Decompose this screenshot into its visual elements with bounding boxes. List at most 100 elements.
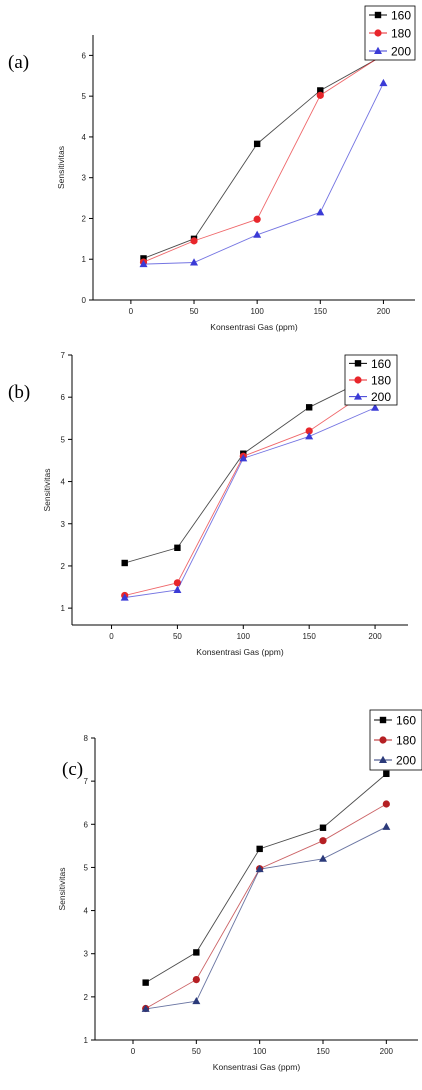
x-tick-label-a: 200 <box>377 307 391 316</box>
x-tick-label-b: 50 <box>173 632 182 641</box>
x-tick-label-a: 0 <box>129 307 134 316</box>
y-tick-label-a: 2 <box>82 214 87 223</box>
series-180-c <box>142 800 390 1013</box>
panel-label-c: (c) <box>62 759 83 780</box>
y-tick-label-a: 6 <box>82 51 87 60</box>
data-point-180-a <box>253 215 261 223</box>
y-tick-label-c: 4 <box>84 907 89 916</box>
y-tick-label-a: 3 <box>82 174 87 183</box>
legend-a: 160 180 200 <box>364 5 416 61</box>
data-point-200-a <box>139 259 148 268</box>
x-axis-title-a: Konsentrasi Gas (ppm) <box>210 322 298 332</box>
x-tick-label-a: 50 <box>190 307 199 316</box>
y-tick-label-b: 5 <box>61 435 66 444</box>
x-tick-label-a: 150 <box>314 307 328 316</box>
data-point-180-c <box>319 837 327 845</box>
legend-marker-200-b <box>354 392 362 400</box>
data-point-180-a <box>316 91 324 99</box>
x-axis-title-b: Konsentrasi Gas (ppm) <box>196 647 284 657</box>
series-line-180-b <box>124 386 376 596</box>
legend-marker-180-c <box>379 736 387 744</box>
y-tick-label-c: 1 <box>84 1036 89 1045</box>
legend-label-200-c: 200 <box>396 754 416 768</box>
legend-label-160-a: 160 <box>391 9 411 23</box>
data-point-200-b <box>305 432 314 440</box>
data-point-200-b <box>173 585 182 593</box>
y-tick-label-a: 1 <box>82 255 87 264</box>
data-point-200-a <box>316 208 325 216</box>
y-tick-label-c: 2 <box>84 993 89 1002</box>
y-tick-label-a: 0 <box>82 296 87 305</box>
series-200-c <box>141 822 391 1012</box>
data-point-160-c <box>142 979 149 986</box>
series-line-180-a <box>143 54 384 263</box>
data-point-160-c <box>256 845 263 853</box>
data-point-200-c <box>192 996 201 1005</box>
series-line-160-c <box>145 773 387 984</box>
data-point-160-c <box>319 824 327 831</box>
data-point-180-b <box>173 579 182 587</box>
legend-label-180-c: 180 <box>396 734 416 748</box>
chart-panel-c: (c) 1 2 3 4 5 6 7 8 0 50 100 150 200 Konsentrasi Gas (… <box>57 709 422 1072</box>
legend-label-160-c: 160 <box>396 714 416 728</box>
legend-b: 160 180 200 <box>344 354 398 406</box>
legend-marker-160-b <box>354 360 362 367</box>
data-point-200-a <box>190 258 199 266</box>
series-line-200-c <box>145 826 387 1010</box>
legend-marker-180-b <box>354 376 362 384</box>
data-point-200-c <box>319 854 327 862</box>
chart-panel-b: (b) 1 2 3 4 5 6 7 0 50 100 150 200 Konsentrasi Gas (p… <box>8 351 408 657</box>
legend-marker-200-a <box>374 46 382 54</box>
series-180-a <box>139 50 388 266</box>
data-point-160-b <box>174 544 181 551</box>
data-point-180-c <box>382 800 390 808</box>
data-point-180-c <box>192 976 200 984</box>
series-180-b <box>121 383 379 600</box>
series-200-b <box>120 403 380 601</box>
data-point-200-a <box>253 230 262 238</box>
series-line-200-a <box>143 82 384 265</box>
legend-label-180-b: 180 <box>371 374 391 388</box>
data-point-200-a <box>379 78 388 87</box>
chart-panel-a: (a) 0 1 2 3 4 5 6 0 50 100 150 200 Konsentrasi Gas (p… <box>8 5 416 332</box>
data-point-160-b <box>305 404 313 411</box>
data-point-200-b <box>371 403 380 411</box>
y-tick-label-b: 1 <box>61 604 66 613</box>
y-tick-label-b: 6 <box>61 393 66 402</box>
x-tick-label-b: 0 <box>109 632 114 641</box>
y-tick-label-c: 7 <box>84 777 89 786</box>
y-tick-label-b: 7 <box>61 351 66 360</box>
data-point-200-c <box>141 1004 150 1012</box>
x-axis-title-c: Konsentrasi Gas (ppm) <box>213 1062 301 1072</box>
y-axis-title-a: Sensitivitas <box>56 146 66 189</box>
panel-label-a: (a) <box>8 52 29 73</box>
x-tick-label-c: 0 <box>131 1047 136 1056</box>
data-point-160-c <box>383 770 390 778</box>
data-point-160-a <box>253 140 261 148</box>
data-point-200-c <box>255 864 264 873</box>
data-point-180-b <box>305 427 313 435</box>
data-point-160-a <box>317 87 324 94</box>
x-tick-label-c: 150 <box>316 1047 330 1056</box>
series-line-160-b <box>124 374 376 564</box>
y-tick-label-a: 4 <box>82 133 87 142</box>
legend-marker-200-c <box>379 755 387 763</box>
data-point-160-a <box>140 255 147 262</box>
data-point-200-c <box>382 822 391 830</box>
y-tick-label-a: 5 <box>82 92 87 101</box>
legend-label-160-b: 160 <box>371 357 391 371</box>
x-tick-label-b: 100 <box>237 632 251 641</box>
y-tick-label-c: 3 <box>84 950 89 959</box>
data-point-180-a <box>190 237 198 245</box>
y-tick-label-c: 6 <box>84 820 89 829</box>
series-160-a <box>140 52 387 262</box>
legend-marker-160-c <box>379 716 387 724</box>
y-tick-label-b: 4 <box>61 478 66 487</box>
x-tick-label-b: 150 <box>302 632 316 641</box>
series-200-a <box>139 78 388 268</box>
y-tick-label-b: 3 <box>61 520 66 529</box>
data-point-200-b <box>239 454 248 462</box>
series-160-b <box>121 371 379 567</box>
